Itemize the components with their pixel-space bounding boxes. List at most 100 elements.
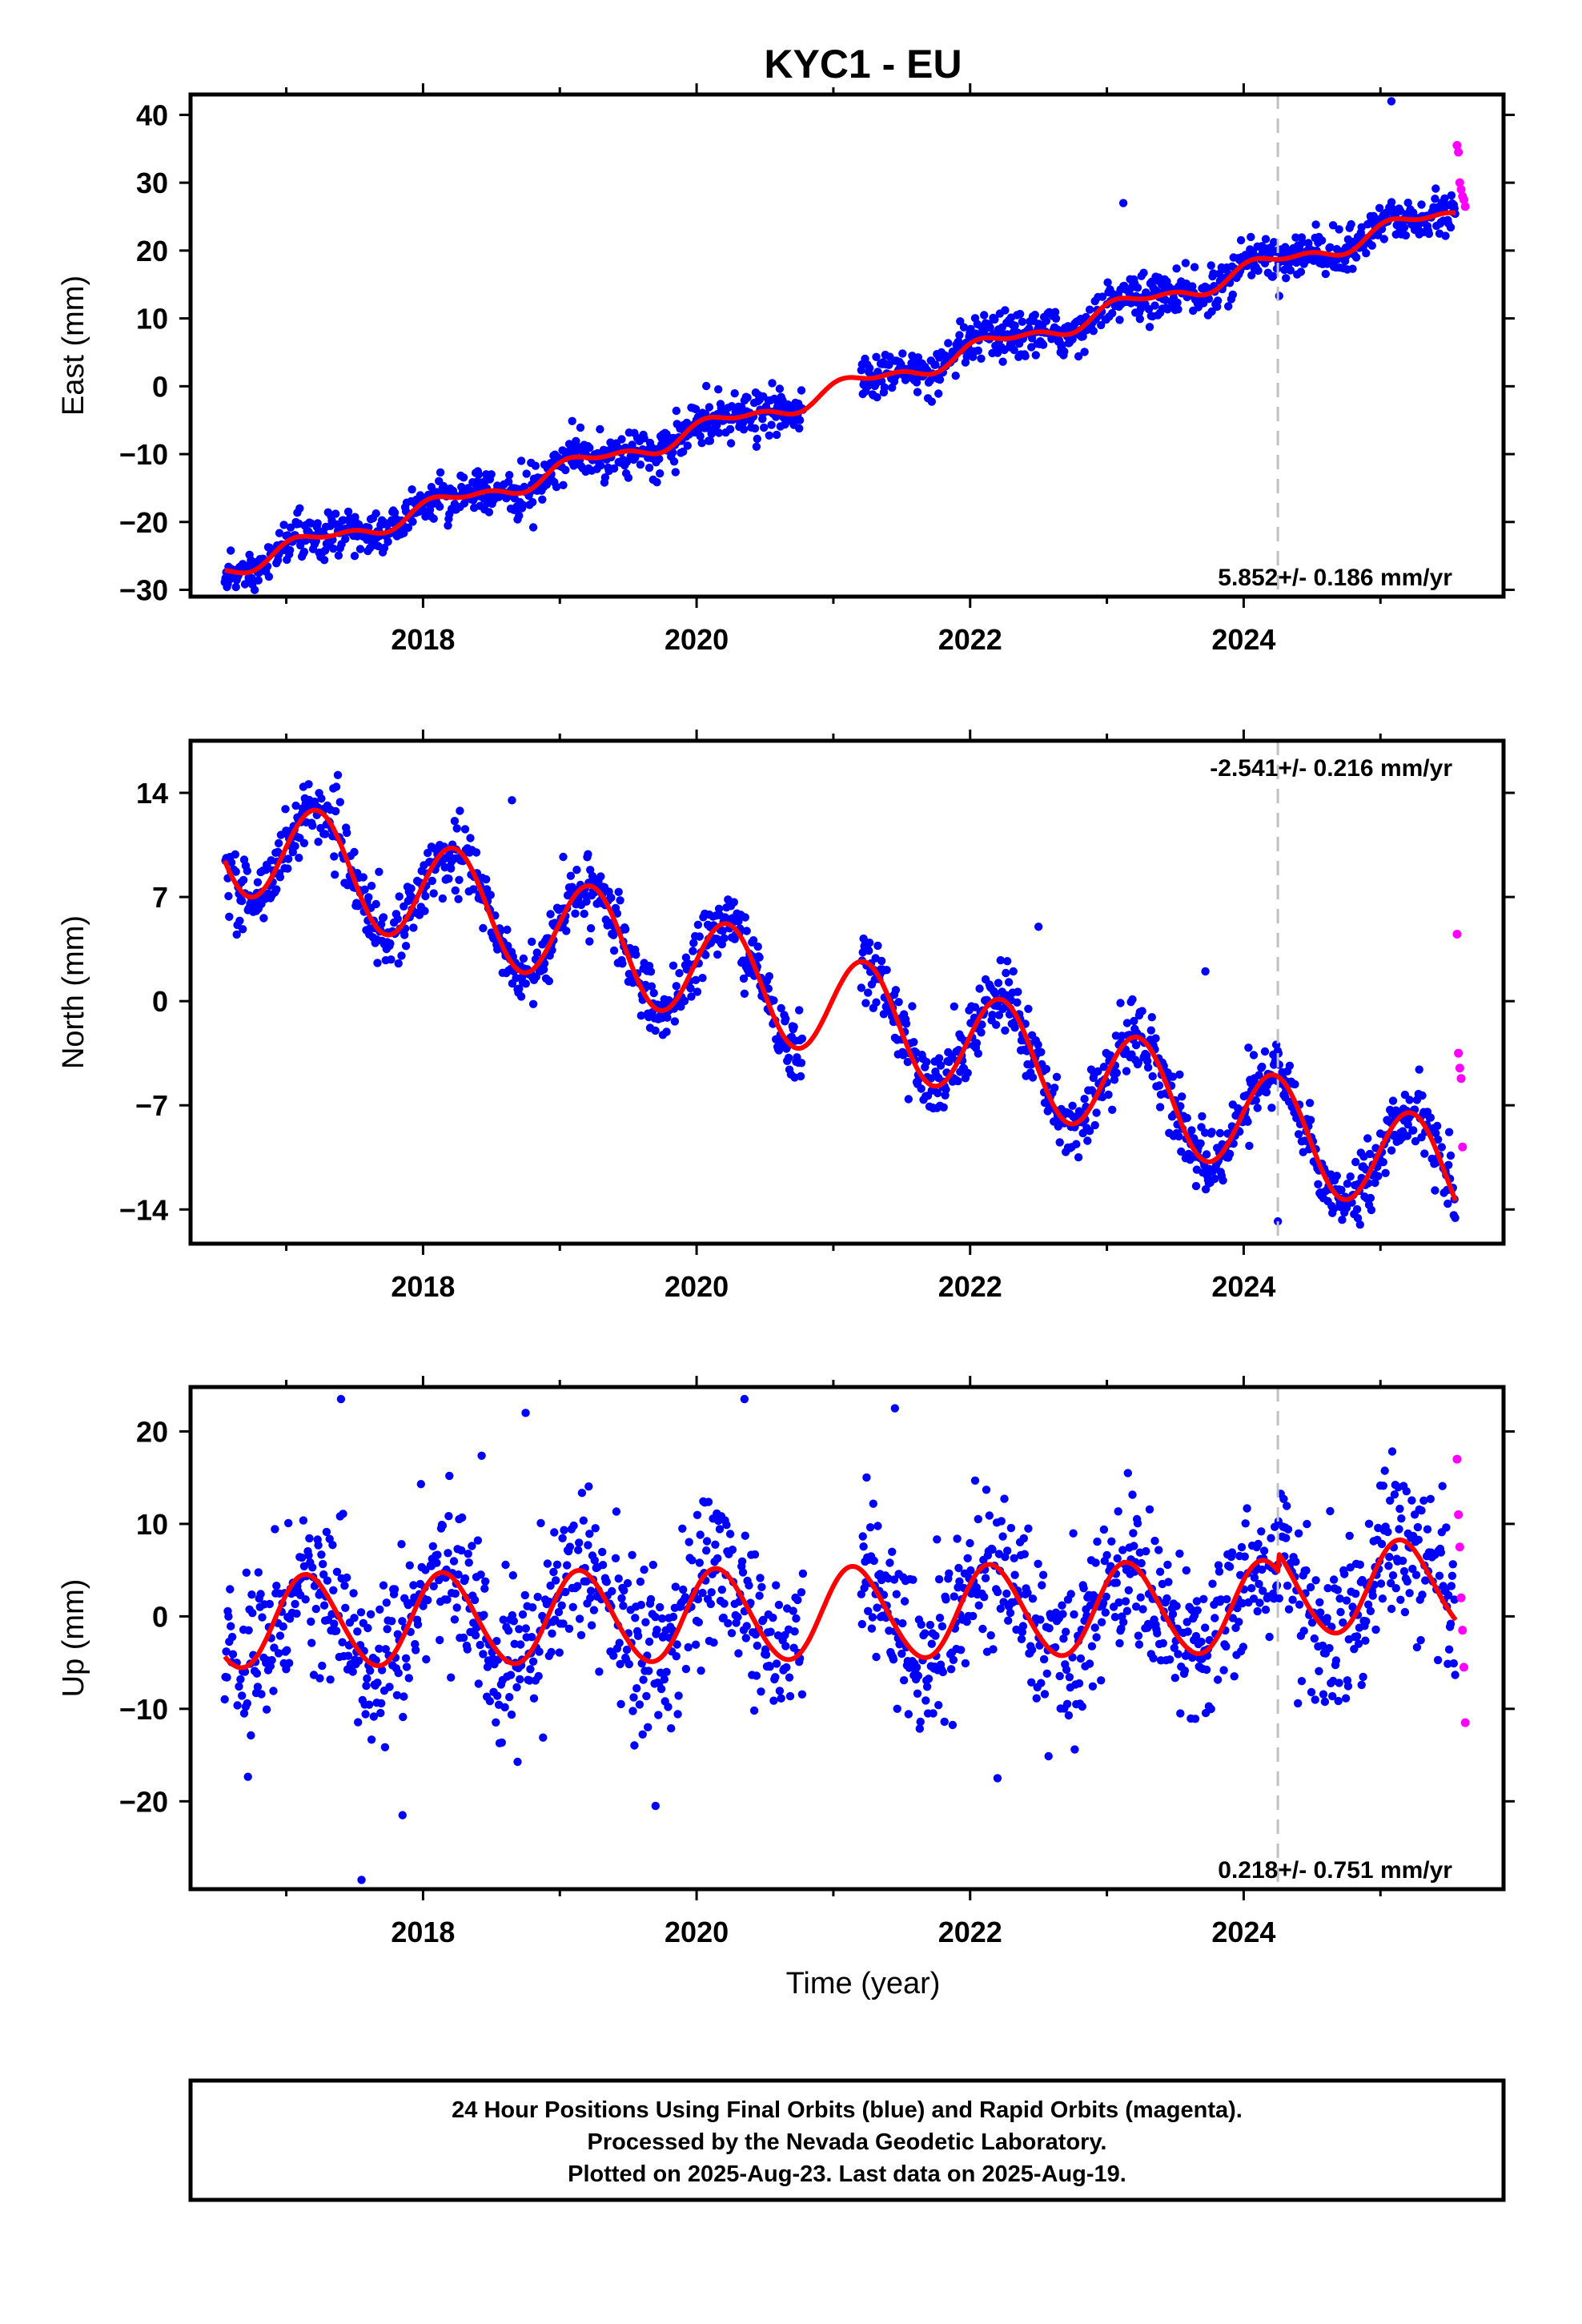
final-orbit-point (797, 1034, 807, 1043)
final-orbit-point (636, 460, 645, 469)
final-orbit-point (359, 873, 367, 882)
east-y-tick-label: −10 (119, 438, 168, 471)
final-orbit-point (1129, 1529, 1138, 1538)
final-orbit-point (1000, 1494, 1009, 1503)
final-orbit-point (394, 1668, 403, 1678)
final-orbit-point (1143, 1056, 1152, 1066)
final-orbit-point (575, 1614, 584, 1623)
final-orbit-point (1265, 1632, 1274, 1642)
final-orbit-point (1059, 1634, 1068, 1643)
final-orbit-point (649, 988, 658, 998)
final-orbit-point (1097, 1676, 1106, 1685)
north-y-tick-label: 0 (152, 985, 168, 1018)
final-orbit-point (1401, 231, 1411, 240)
final-orbit-point (889, 1655, 898, 1664)
final-orbit-point (1348, 264, 1357, 273)
final-orbit-point (520, 1590, 529, 1600)
final-orbit-point (579, 1516, 588, 1525)
final-orbit-point (912, 1663, 921, 1672)
final-orbit-point (227, 1632, 237, 1642)
final-orbit-point (412, 1646, 420, 1655)
final-orbit-point (569, 1521, 578, 1530)
final-orbit-point (313, 519, 322, 528)
final-orbit-point (1116, 999, 1125, 1007)
final-orbit-point (479, 1650, 488, 1659)
final-orbit-point (1052, 1072, 1062, 1082)
final-orbit-point (978, 1020, 986, 1029)
up-y-tick-label: −20 (119, 1785, 168, 1818)
final-orbit-point (934, 389, 943, 398)
final-orbit-point (949, 1655, 958, 1664)
final-orbit-point (1351, 253, 1361, 262)
final-orbit-point (624, 473, 633, 482)
final-orbit-point (1247, 1584, 1256, 1593)
final-orbit-point (1383, 1527, 1392, 1537)
final-orbit-point (480, 1610, 488, 1619)
final-orbit-point (455, 875, 464, 885)
final-orbit-point (1027, 1678, 1036, 1687)
final-orbit-point (402, 1663, 412, 1671)
east-x-tick-label: 2018 (391, 623, 455, 656)
final-orbit-point (974, 346, 983, 355)
final-orbit-point (1019, 1534, 1029, 1543)
final-orbit-point (369, 1712, 379, 1721)
final-orbit-point (1299, 1626, 1308, 1635)
final-orbit-point (320, 830, 330, 838)
final-orbit-point (528, 1603, 537, 1612)
final-orbit-point (1346, 1172, 1355, 1181)
final-orbit-point (628, 440, 636, 449)
final-orbit-point (775, 384, 785, 393)
final-orbit-point (570, 460, 579, 469)
final-orbit-point (1399, 1566, 1409, 1576)
final-orbit-point (521, 1409, 530, 1417)
final-orbit-point (766, 1627, 775, 1636)
final-orbit-point (386, 939, 395, 948)
final-orbit-point (1391, 1584, 1400, 1593)
final-orbit-point (797, 1690, 807, 1699)
final-orbit-point (596, 461, 605, 470)
final-orbit-point (644, 1637, 654, 1647)
final-orbit-point (1343, 1682, 1353, 1691)
final-orbit-point (447, 864, 456, 873)
final-orbit-point (543, 1559, 552, 1568)
final-orbit-point (399, 1712, 408, 1722)
final-orbit-point (466, 834, 475, 842)
final-orbit-point (1131, 1040, 1141, 1050)
final-orbit-point (595, 1667, 604, 1676)
final-orbit-point (586, 1586, 596, 1595)
final-orbit-point (1237, 1542, 1247, 1552)
final-orbit-point (1320, 1697, 1330, 1707)
final-orbit-point (409, 923, 418, 932)
final-orbit-point (1153, 1629, 1162, 1638)
final-orbit-point (644, 1667, 653, 1675)
final-orbit-point (693, 987, 702, 996)
final-orbit-point (235, 916, 244, 926)
final-orbit-point (450, 1615, 460, 1624)
final-orbit-point (350, 847, 359, 857)
final-orbit-point (1114, 1598, 1123, 1607)
final-orbit-point (596, 872, 605, 881)
final-orbit-point (510, 1639, 519, 1648)
final-orbit-point (1036, 1615, 1045, 1624)
final-orbit-point (1006, 1523, 1016, 1533)
final-orbit-point (632, 1684, 641, 1693)
final-orbit-point (1388, 1096, 1398, 1105)
final-orbit-point (304, 780, 313, 789)
final-orbit-point (1329, 1204, 1339, 1213)
final-orbit-point (1148, 1072, 1157, 1081)
final-orbit-point (295, 504, 304, 513)
final-orbit-point (926, 1620, 935, 1630)
final-orbit-point (781, 1015, 790, 1023)
final-orbit-point (1037, 1679, 1046, 1687)
final-orbit-point (1316, 1608, 1325, 1617)
final-orbit-point (865, 939, 874, 947)
final-orbit-point (1083, 1136, 1092, 1145)
final-orbit-point (528, 999, 538, 1009)
final-orbit-point (471, 1630, 480, 1640)
final-orbit-point (585, 1530, 594, 1538)
final-orbit-point (480, 1584, 489, 1593)
final-orbit-point (398, 1617, 407, 1626)
final-orbit-point (319, 556, 329, 565)
final-orbit-point (470, 1595, 480, 1605)
final-orbit-point (717, 1585, 726, 1594)
